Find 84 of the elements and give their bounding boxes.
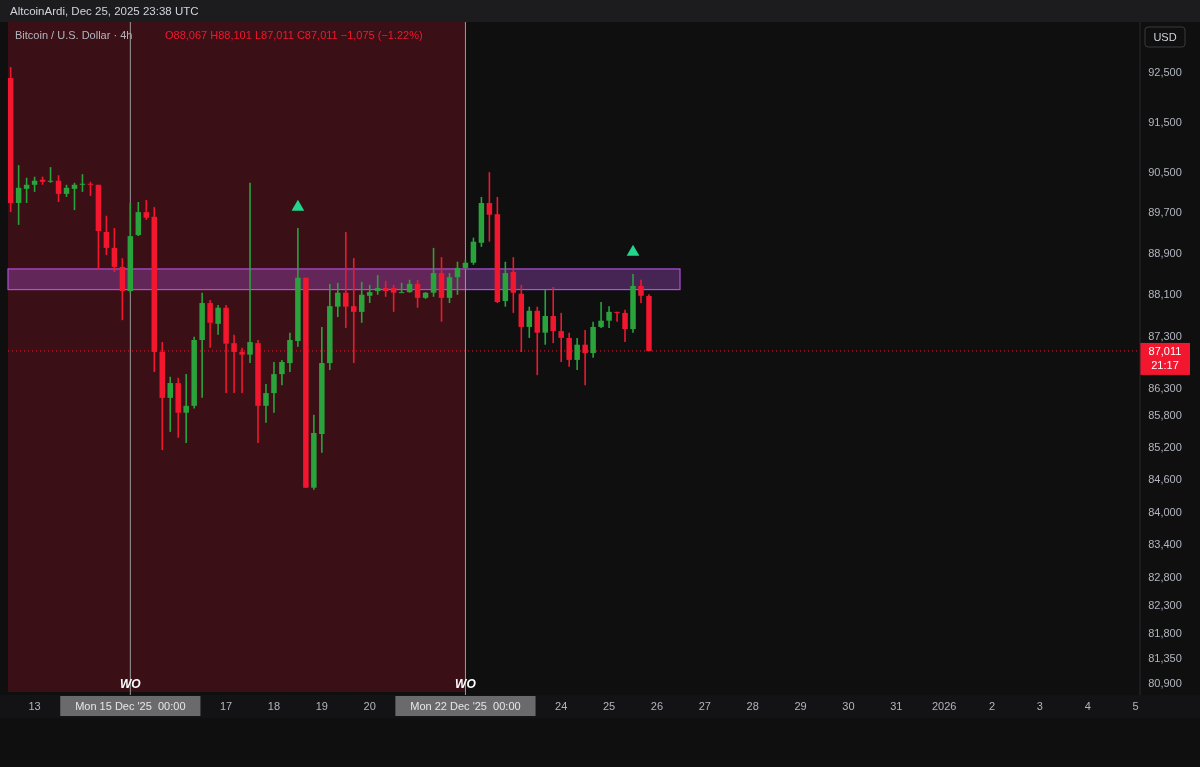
y-tick-label: 92,500 [1148,66,1182,78]
candlestick [335,282,341,318]
candlestick [574,337,580,371]
x-tick-label: 20 [363,700,376,712]
candlestick [71,181,78,211]
candlestick [103,214,110,256]
y-tick-label: 80,900 [1148,676,1182,689]
candlestick [271,361,277,414]
x-tick-label: 5 [1132,700,1139,712]
candlestick [143,199,150,221]
candlestick [247,181,253,364]
candlestick [111,227,118,273]
candlestick [279,359,285,386]
candlestick [606,305,612,329]
ref-line-label: WO [455,677,477,691]
candlestick [215,304,221,336]
candlestick [622,308,628,343]
x-tick-label: 19 [315,700,328,712]
candlestick [263,383,269,424]
candlestick [343,231,349,329]
candlestick [598,301,604,329]
x-tick-label: 24 [555,700,568,712]
y-tick-label: 88,900 [1148,247,1182,260]
y-tick-label: 83,400 [1148,538,1182,551]
y-tick-label: 89,700 [1148,206,1182,219]
x-tick-label: 18 [267,700,281,712]
x-tick-label: 3 [1036,700,1043,712]
candlestick [558,312,564,363]
candlestick [446,272,453,304]
x-tick-label: Mon 22 Dec '25 00:00 [410,700,521,712]
y-tick-label: 81,800 [1148,626,1182,639]
candlestick [231,333,237,394]
y-axis-title: USD [1153,31,1177,43]
y-tick-label: 81,350 [1148,651,1182,664]
candlestick [207,299,213,349]
x-tick-label: 27 [698,700,711,712]
y-tick-label: 84,000 [1148,505,1182,518]
ref-line-label: 87,011 [1148,344,1182,357]
x-tick-label: 4 [1084,700,1091,712]
candlestick [526,305,533,339]
x-tick-label: 2026 [931,700,957,712]
y-tick-label: 82,300 [1148,598,1182,611]
candlestick [23,176,30,204]
candlestick [638,278,644,304]
candlestick [486,171,493,243]
candlestick [534,305,541,376]
x-tick-label: 17 [219,700,233,712]
candlestick [390,284,397,313]
y-tick-label: 85,800 [1148,408,1182,421]
y-tick-label: 85,200 [1148,440,1182,453]
x-tick-label: 25 [602,700,616,712]
text: O88,067 H88,101 L87,011 C87,011 −1,075 (−1.22%) [165,29,423,41]
text: AltcoinArdi, Dec 25, 2025 23:38 UTC [10,5,199,17]
y-tick-label: 91,500 [1148,115,1182,128]
candlestick [167,375,173,433]
x-tick-label: 29 [794,700,807,712]
x-tick-label: 31 [890,700,903,712]
candlestick [135,201,142,237]
candlestick [510,256,517,314]
x-tick-label: Mon 15 Dec '25 00:00 [75,700,186,712]
x-tick-label: 2 [989,700,996,712]
candlestick [358,281,365,324]
text: 21:17 [1151,358,1179,371]
y-tick-label: 84,600 [1148,473,1182,486]
x-tick-label: 13 [28,700,41,712]
y-tick-label: 87,300 [1148,329,1182,342]
x-tick-label: 30 [842,700,855,712]
candlestick [550,286,556,344]
candlestick [542,289,548,346]
candlestick [55,174,62,203]
candlestick [470,236,477,266]
ref-line-label: WO [120,677,142,691]
y-tick-label: 86,300 [1148,382,1182,395]
x-tick-label: 26 [650,700,664,712]
y-tick-label: 82,800 [1148,571,1182,584]
candlestick [430,247,437,298]
y-tick-label: 88,100 [1148,288,1182,301]
candlestick [287,331,293,373]
candlestick [366,284,373,304]
x-tick-label: 28 [746,700,759,712]
candlestick [183,373,189,444]
y-tick-label: 90,500 [1148,165,1182,178]
candlestick [414,278,421,309]
candlestick [614,311,620,323]
